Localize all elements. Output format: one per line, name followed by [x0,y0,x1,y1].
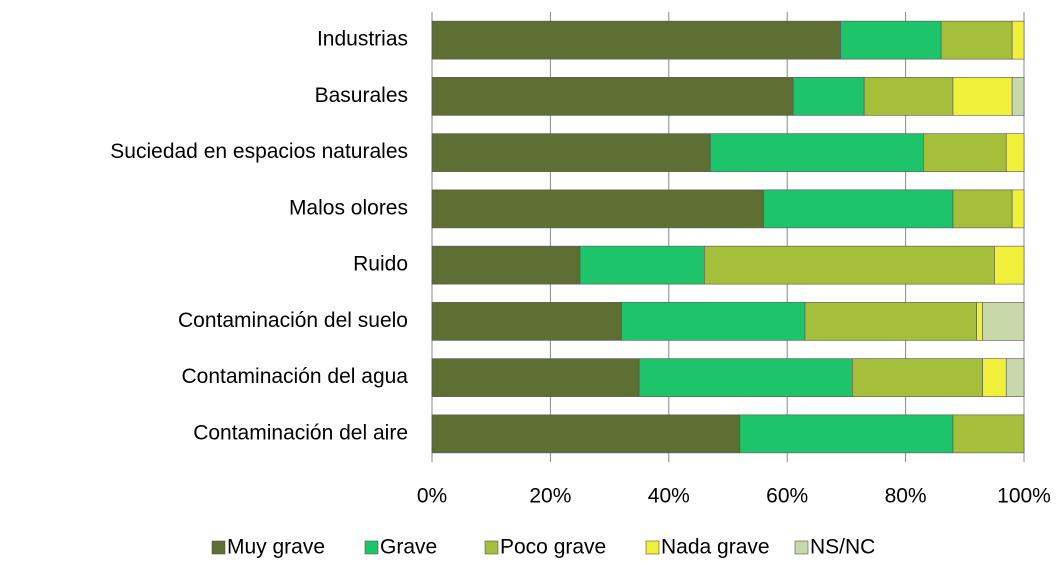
y-tick-label: Malos olores [289,196,408,219]
bar-segment [704,245,995,285]
x-tick-label: 40% [648,485,690,508]
bar-segment [431,77,794,116]
bar-segment [976,302,983,341]
bar-segment [763,189,954,229]
bar-segment [431,133,711,172]
bar-segment [1005,358,1025,397]
legend-label: Muy grave [227,536,325,559]
bar-segment [852,358,983,397]
legend-label: Nada grave [661,536,770,559]
bar-segment [1011,20,1025,60]
x-tick-label: 0% [417,485,447,508]
bar-segment [952,189,1013,229]
legend-label: NS/NC [810,536,875,559]
bar-segment [982,358,1007,397]
bar-segment [952,414,1025,454]
bar-segment [739,414,954,454]
x-tick-label: 20% [529,485,571,508]
bar-segment [621,302,806,341]
bar-segment [431,302,622,341]
bar-segment [1011,77,1025,116]
bar-segment [431,414,741,454]
legend-marker [484,540,499,555]
bar-segment [863,77,954,116]
bar-segment [940,20,1013,60]
bar-segment [840,20,942,60]
bar-segment [709,133,924,172]
x-tick-label: 60% [766,485,808,508]
bar-segment [923,133,1007,172]
legend-marker [364,540,379,555]
bar-segment [431,189,764,229]
bar-segment [638,358,853,397]
legend-marker [794,540,809,555]
legend-marker [645,540,660,555]
bar-segment [952,77,1013,116]
y-tick-label: Contaminación del aire [193,421,408,444]
y-tick-label: Basurales [315,84,408,107]
x-tick-label: 80% [885,485,927,508]
bar-segment [1011,189,1025,229]
y-tick-label: Suciedad en espacios naturales [110,140,408,163]
bar-segment [792,77,865,116]
legend-label: Poco grave [500,536,606,559]
y-tick-label: Contaminación del suelo [178,309,408,332]
y-tick-label: Industrias [317,28,408,51]
y-tick-label: Contaminación del agua [182,365,409,388]
y-tick-label: Ruido [353,253,408,276]
x-tick-label: 100% [997,485,1051,508]
bar-segment [431,245,581,285]
legend-label: Grave [380,536,437,559]
bar-segment [994,245,1025,285]
bar-segment [431,358,640,397]
bar-segment [431,20,841,60]
bar-segment [982,302,1025,341]
bar-segment [804,302,977,341]
bar-segment [579,245,705,285]
legend-marker [211,540,226,555]
bar-segment [1005,133,1025,172]
